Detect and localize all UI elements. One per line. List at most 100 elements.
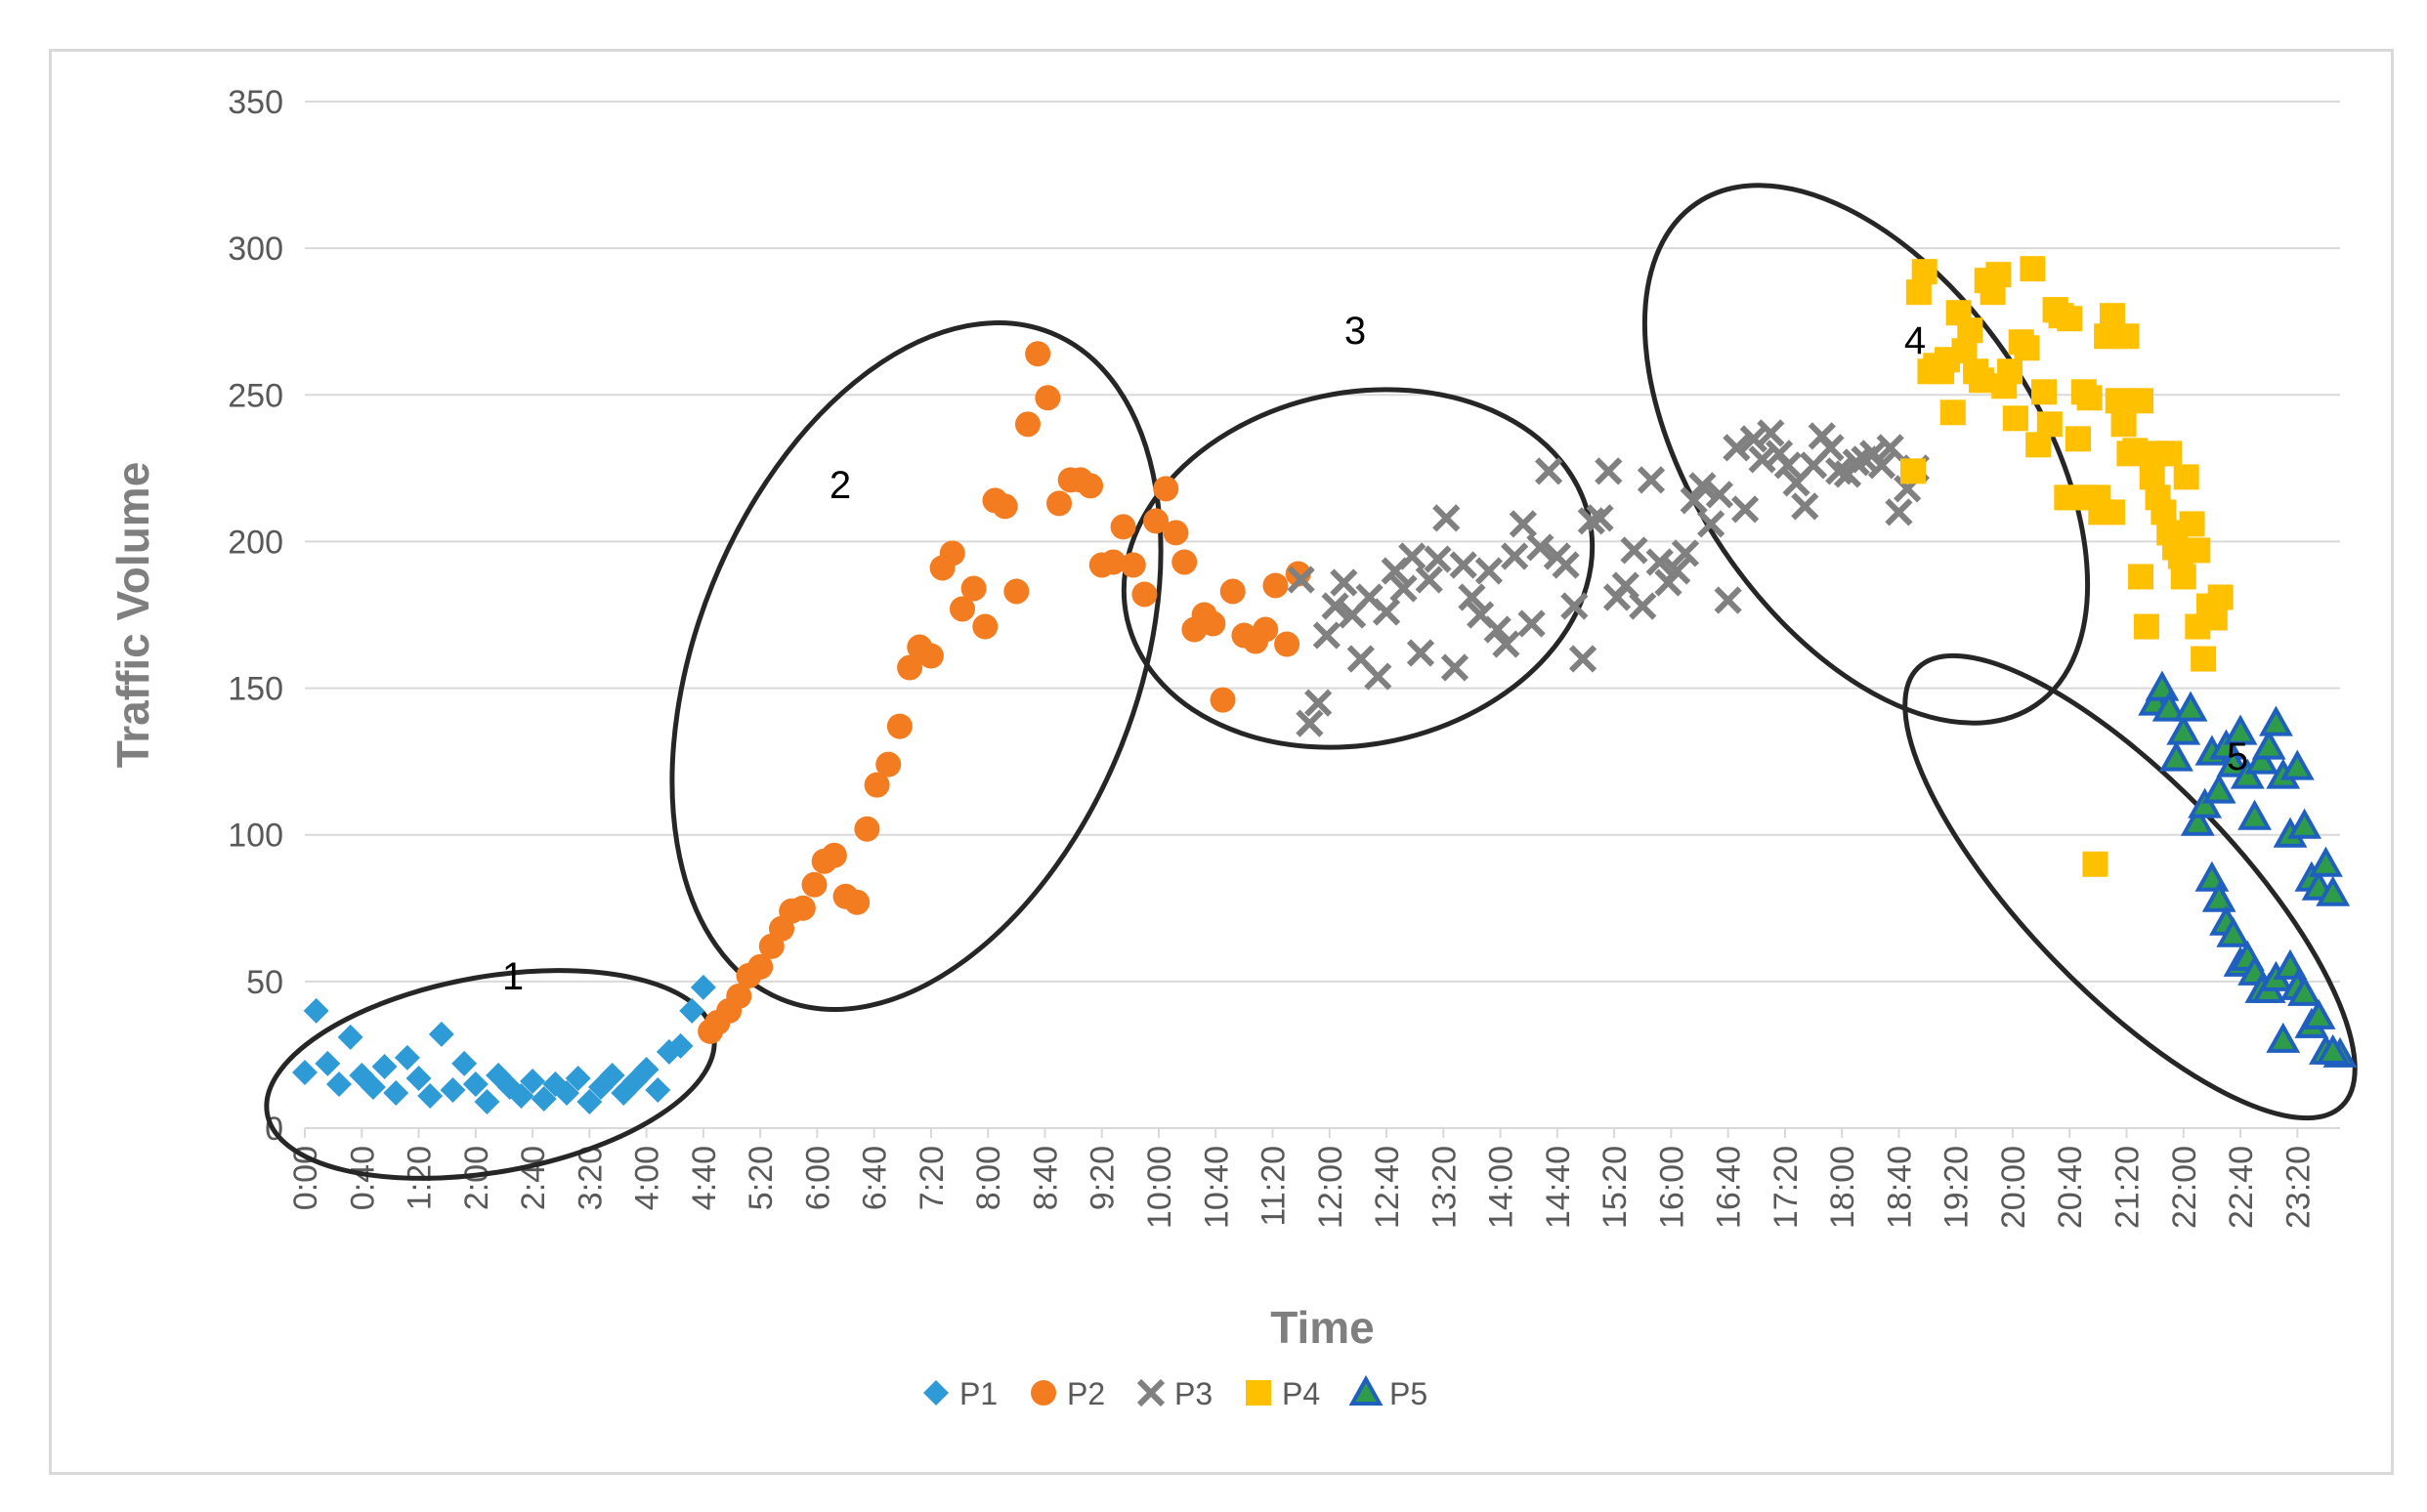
cluster-label: 3 [1344, 310, 1366, 353]
x-tick-label: 11:20 [1256, 1146, 1293, 1227]
x-tick-label: 22:00 [2166, 1146, 2203, 1229]
x-tick-label: 10:40 [1198, 1146, 1235, 1229]
data-point-p4 [2057, 306, 2083, 332]
x-tick-label: 4:00 [629, 1146, 666, 1210]
x-tick-label: 23:20 [2279, 1146, 2317, 1229]
data-point-p3 [1517, 609, 1546, 638]
data-point-p1 [486, 1062, 512, 1088]
x-tick-label: 16:00 [1653, 1146, 1690, 1229]
data-point-p4 [2156, 441, 2183, 467]
data-point-p2 [1143, 508, 1170, 534]
data-point-p3 [1474, 557, 1504, 585]
legend-marker-p1 [923, 1380, 949, 1406]
data-point-p1 [303, 997, 329, 1024]
data-point-p4 [2113, 323, 2140, 350]
data-point-p4 [2082, 851, 2108, 877]
data-point-p3 [1723, 434, 1751, 462]
x-tick-label: 7:20 [914, 1146, 951, 1210]
data-point-p2 [1274, 631, 1300, 657]
data-point-p3 [1406, 639, 1435, 667]
data-point-p2 [960, 575, 987, 602]
data-point-p2 [1110, 514, 1136, 540]
x-axis-title: Time [1270, 1302, 1375, 1353]
data-point-p4 [2191, 646, 2217, 672]
x-tick-label: 20:40 [2052, 1146, 2089, 1229]
data-point-p5 [2145, 670, 2180, 701]
data-point-p2 [1025, 341, 1051, 367]
data-point-p3 [1714, 586, 1742, 614]
x-tick-label: 8:00 [970, 1146, 1007, 1210]
data-point-p5 [2237, 799, 2273, 830]
data-point-p3 [1791, 492, 1819, 521]
data-point-p1 [576, 1088, 603, 1114]
x-tick-label: 14:40 [1540, 1146, 1577, 1229]
data-point-p2 [1003, 578, 1030, 605]
data-point-p3 [1483, 615, 1512, 644]
data-point-p5 [2316, 1033, 2351, 1065]
data-point-p3 [1842, 448, 1870, 477]
data-point-p1 [554, 1079, 580, 1106]
data-point-p5 [2309, 846, 2343, 877]
data-point-p5 [2159, 740, 2193, 772]
data-point-p2 [1100, 549, 1127, 575]
x-tick-label: 3:20 [572, 1146, 609, 1210]
cluster-ellipses [264, 183, 2358, 1181]
data-points [292, 256, 2358, 1114]
data-point-p4 [2133, 613, 2159, 640]
x-tick-label: 14:00 [1483, 1146, 1520, 1229]
data-point-p4 [2185, 537, 2211, 564]
data-point-p5 [2316, 875, 2351, 906]
legend-label-p1: P1 [959, 1376, 998, 1411]
data-point-p3 [1671, 539, 1700, 567]
x-tick-label: 2:40 [515, 1146, 552, 1210]
data-point-p4 [2207, 584, 2234, 610]
data-point-p4 [2065, 426, 2091, 452]
data-point-p3 [1825, 457, 1853, 485]
y-tick-label: 250 [228, 377, 283, 414]
cluster-label: 5 [2227, 735, 2248, 778]
data-point-p3 [1680, 486, 1708, 515]
data-point-p3 [1560, 592, 1589, 620]
data-point-p3 [1449, 551, 1477, 579]
data-point-p4 [2128, 564, 2154, 590]
data-point-p4 [1985, 262, 2012, 288]
x-tick-label: 8:40 [1027, 1146, 1064, 1210]
data-point-p2 [949, 596, 975, 622]
data-point-p1 [508, 1082, 534, 1109]
x-tick-label: 21:20 [2109, 1146, 2147, 1229]
data-point-p1 [667, 1032, 694, 1059]
data-point-p1 [474, 1088, 500, 1114]
data-point-p2 [1131, 581, 1158, 608]
data-point-p3 [1526, 533, 1554, 562]
x-tick-label: 13:20 [1426, 1146, 1463, 1229]
legend-marker-p3 [1136, 1378, 1166, 1407]
y-tick-label: 350 [228, 84, 283, 121]
data-point-p1 [325, 1071, 352, 1097]
data-point-p1 [599, 1062, 625, 1088]
data-point-p5 [2216, 746, 2251, 777]
x-tick-label: 9:20 [1085, 1146, 1122, 1210]
cluster-ellipse [1641, 183, 2091, 726]
data-point-p3 [1312, 621, 1341, 650]
legend-marker-p4 [1246, 1380, 1271, 1406]
data-point-p2 [1163, 520, 1189, 546]
data-point-p3 [1440, 653, 1469, 682]
data-point-p3 [1330, 568, 1358, 597]
data-point-p2 [992, 493, 1018, 520]
data-point-p5 [2188, 787, 2223, 819]
data-point-p4 [1900, 458, 1927, 484]
data-point-p2 [1262, 572, 1289, 599]
data-point-p1 [428, 1021, 454, 1047]
cluster-label: 4 [1904, 319, 1926, 362]
data-point-p5 [2180, 805, 2215, 836]
data-point-p2 [1035, 385, 1061, 411]
data-point-p2 [875, 751, 902, 777]
data-point-p3 [1424, 545, 1452, 573]
x-tick-label: 17:20 [1767, 1146, 1805, 1229]
data-point-p4 [2014, 335, 2040, 361]
data-point-p2 [1253, 616, 1279, 643]
x-tick-label: 22:40 [2223, 1146, 2260, 1229]
data-point-p2 [864, 772, 890, 798]
x-tick-label: 18:00 [1824, 1146, 1861, 1229]
data-point-p5 [2287, 808, 2321, 839]
